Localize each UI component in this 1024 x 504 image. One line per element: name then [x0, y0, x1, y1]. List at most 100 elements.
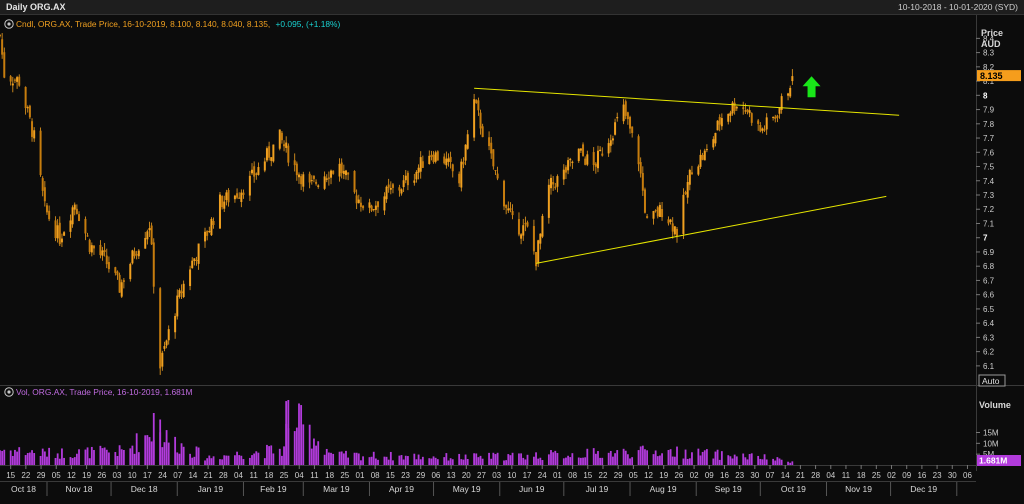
volume-bar	[148, 437, 151, 465]
date-tick-label: 20	[462, 471, 471, 480]
candle-body	[238, 197, 241, 199]
volume-bar	[428, 458, 431, 465]
date-tick-label: 28	[219, 471, 228, 480]
volume-bar	[761, 459, 764, 465]
candle-body	[462, 161, 465, 165]
volume-bar	[567, 455, 569, 465]
volume-bar	[219, 459, 221, 465]
volume-bar	[33, 453, 36, 465]
price-tick-label: 8.4	[983, 34, 995, 43]
volume-bar	[524, 459, 527, 465]
volume-bar	[787, 461, 789, 465]
candle-body	[251, 169, 254, 174]
candle-body	[101, 250, 104, 256]
trendlines	[474, 87, 900, 264]
volume-bar	[789, 462, 792, 465]
candle-body	[41, 178, 44, 191]
candle-body	[206, 230, 209, 236]
date-tick-label: 27	[477, 471, 486, 480]
price-legend-change: +0.095, (+1.18%)	[276, 19, 341, 29]
volume-bar	[103, 447, 106, 465]
candle-body	[387, 184, 390, 188]
month-label: Mar 19	[323, 484, 350, 494]
volume-bar	[526, 454, 529, 465]
date-tick-label: 07	[173, 471, 182, 480]
candle-body	[257, 167, 260, 175]
month-label: Nov 18	[66, 484, 93, 494]
date-tick-label: 04	[826, 471, 835, 480]
volume-bar	[293, 431, 296, 465]
candle-body	[280, 132, 283, 141]
volume-bar	[240, 455, 243, 465]
candle-body	[406, 172, 409, 186]
volume-bar	[671, 456, 674, 465]
volume-bar	[342, 453, 345, 465]
candle-body	[137, 250, 140, 257]
gear-icon[interactable]	[4, 19, 14, 29]
volume-bar	[644, 449, 646, 465]
candle-body	[105, 255, 108, 265]
candle-body	[120, 282, 123, 297]
date-tick-label: 11	[842, 471, 851, 480]
volume-bar	[656, 456, 659, 465]
gear-icon[interactable]	[4, 387, 14, 397]
last-volume-background	[977, 455, 1021, 466]
volume-bar	[1, 450, 4, 465]
candle-body	[357, 199, 360, 203]
candle-body	[270, 157, 273, 161]
volume-bar	[691, 452, 693, 465]
candle-body	[13, 79, 16, 81]
volume-bar	[69, 457, 72, 465]
volume-bar	[716, 449, 719, 465]
volume-bar	[255, 451, 258, 465]
auto-button[interactable]: Auto	[978, 374, 1006, 387]
candle-body	[554, 186, 557, 188]
candle-body	[225, 192, 228, 201]
month-label: Dec 19	[910, 484, 937, 494]
candle-body	[629, 116, 632, 129]
chart-canvas: 6.1 6.2 6.3 6.4 6.5 6.6 6.7 6.8 6.9 7 7.1 7.2 7.3 7.4…	[0, 15, 1024, 504]
candle-body	[744, 110, 747, 112]
candle-body	[180, 291, 183, 294]
date-tick-label: 08	[371, 471, 380, 480]
candle-body	[658, 205, 661, 217]
candle-body	[671, 223, 674, 232]
volume-bar	[492, 452, 495, 465]
candle-body	[182, 283, 185, 297]
volume-bar	[195, 446, 198, 465]
candle-body	[1, 39, 4, 55]
trend-line[interactable]	[474, 87, 900, 116]
trend-line[interactable]	[535, 195, 887, 264]
candle-body	[327, 177, 330, 179]
candle-body	[150, 225, 153, 245]
volume-bar	[607, 452, 610, 465]
volume-bar	[624, 450, 627, 465]
volume-bar	[565, 457, 567, 465]
candle-body	[577, 148, 580, 161]
volume-bar	[298, 403, 300, 465]
candle-body	[746, 109, 749, 112]
candle-body	[778, 108, 781, 114]
volume-bar	[122, 449, 125, 465]
candle-body	[748, 110, 751, 114]
volume-bar	[676, 446, 678, 465]
candle-body	[355, 195, 358, 204]
volume-bar	[236, 451, 238, 465]
volume-bar	[447, 460, 450, 465]
volume-bar	[129, 448, 132, 465]
candle-body	[195, 259, 198, 262]
volume-bar	[682, 458, 685, 465]
volume-bar	[507, 454, 510, 465]
volume-bar	[161, 447, 164, 465]
volume-bar	[281, 455, 283, 465]
volume-bar	[669, 449, 672, 465]
date-tick-label: 13	[447, 471, 456, 480]
volume-bar	[398, 455, 401, 465]
volume-bar	[731, 458, 734, 465]
last-price-background	[977, 70, 1021, 82]
price-tick-label: 8.2	[983, 63, 995, 72]
volume-bar	[180, 443, 183, 465]
volume-bar	[614, 453, 616, 465]
candle-body	[221, 196, 224, 208]
month-label: Sep 19	[715, 484, 742, 494]
